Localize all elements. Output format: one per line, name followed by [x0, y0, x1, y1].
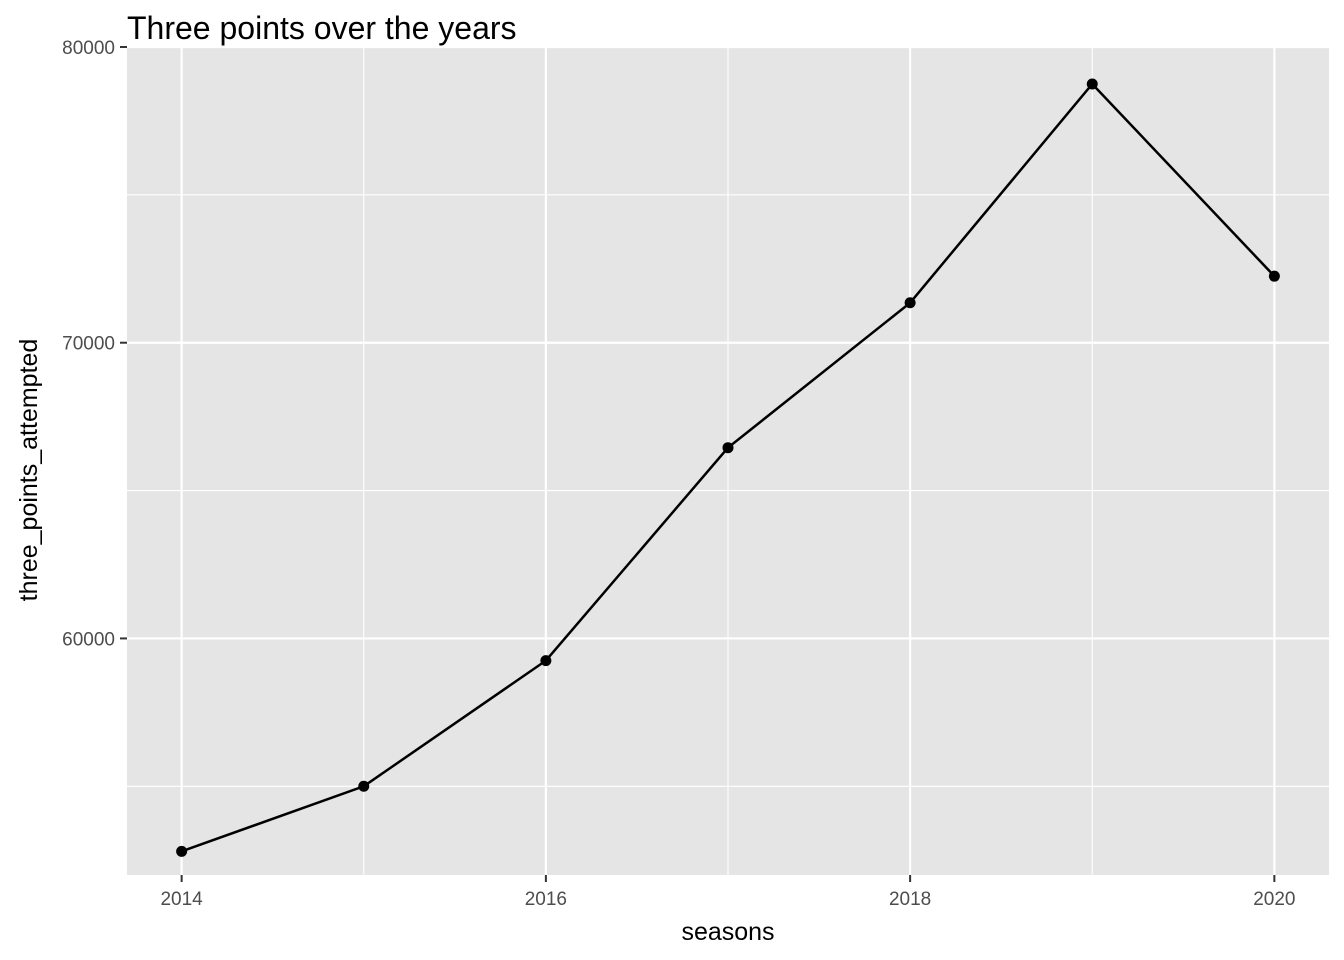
series-layer — [176, 78, 1280, 857]
data-point — [1268, 270, 1280, 282]
data-point — [1086, 78, 1098, 90]
y-tick-label: 80000 — [62, 38, 115, 59]
x-tick-label: 2016 — [525, 889, 567, 910]
x-tick-label: 2018 — [889, 889, 931, 910]
x-tick-label: 2014 — [160, 889, 203, 910]
y-axis: 60000 70000 80000 — [62, 38, 127, 650]
x-axis-title: seasons — [681, 918, 774, 946]
data-point — [904, 297, 916, 309]
minor-grid — [127, 47, 1329, 875]
data-point — [722, 442, 734, 454]
x-axis: 2014 2016 2018 2020 — [160, 875, 1296, 910]
y-tick-label: 60000 — [62, 629, 115, 650]
y-axis-title: three_points_attempted — [15, 339, 43, 602]
data-point — [358, 780, 370, 792]
chart-title: Three points over the years — [127, 10, 517, 46]
data-point — [540, 655, 552, 667]
major-grid — [127, 45, 1329, 875]
y-tick-label: 70000 — [62, 334, 115, 355]
data-point — [176, 845, 188, 857]
x-tick-label: 2020 — [1253, 889, 1295, 910]
